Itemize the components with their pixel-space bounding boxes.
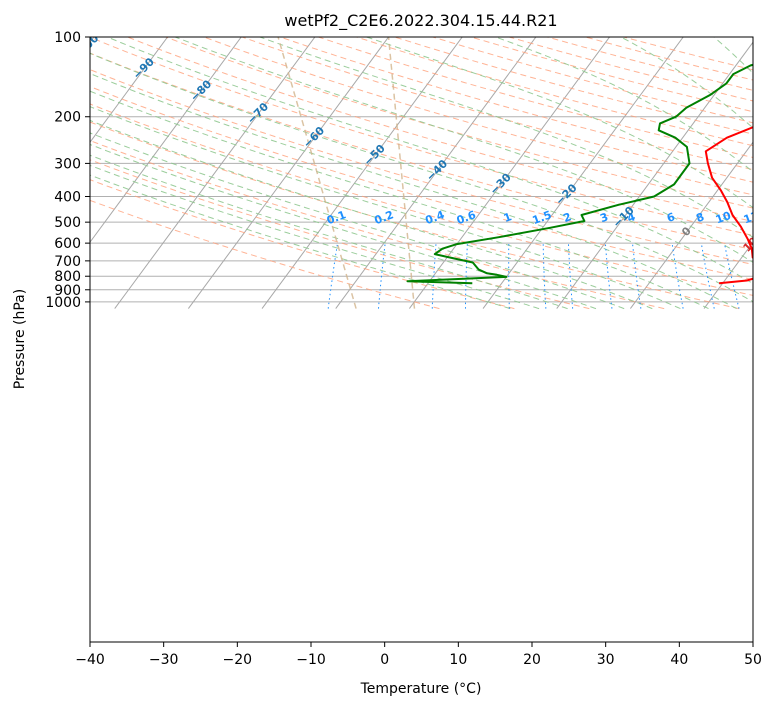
- mixing-ratio-line: [568, 243, 574, 309]
- y-tick-label: 600: [54, 236, 81, 252]
- isohume-curve: [387, 37, 416, 309]
- mixing-ratio-label: 13: [742, 209, 761, 226]
- dry-adiabat: [90, 140, 665, 310]
- dry-adiabat: [202, 37, 753, 196]
- dry-adiabat: [90, 85, 753, 281]
- y-tick-label: 700: [54, 254, 81, 270]
- mixing-ratio-labels: 0.10.20.40.611.52346810131620253036: [325, 208, 761, 227]
- mixing-ratio-line: [465, 243, 468, 309]
- x-tick-label: 50: [744, 652, 762, 668]
- mixing-ratio-label: 1.5: [531, 208, 554, 227]
- chart-title: wetPf2_C2E6.2022.304.15.44.R21: [284, 11, 557, 31]
- y-tick-label: 100: [54, 30, 81, 46]
- x-tick-label: 10: [449, 652, 467, 668]
- isotherm--40: [335, 37, 537, 309]
- isotherm-grid: [90, 37, 753, 309]
- mixing-ratio-label: 10: [714, 209, 733, 227]
- x-axis-ticks: −40 −30 −20 −10 0 10 20 30 40 50: [75, 642, 762, 668]
- y-tick-label: 500: [54, 215, 81, 231]
- moist-adiabat: [90, 143, 597, 310]
- y-tick-label: 800: [54, 269, 81, 285]
- x-tick-label: −30: [149, 652, 179, 668]
- x-axis-label: Temperature (°C): [360, 681, 482, 697]
- moist-adiabat: [175, 37, 753, 263]
- x-tick-label: 40: [670, 652, 688, 668]
- mixing-ratio-label: 2: [561, 210, 573, 225]
- isotherm-10: [703, 241, 753, 309]
- mixing-ratio-label: 4: [625, 210, 637, 225]
- mixing-ratio-line: [632, 243, 642, 309]
- dry-adiabat: [583, 37, 753, 81]
- isotherm--80: [90, 37, 242, 244]
- dry-adiabat: [431, 37, 753, 124]
- x-tick-label: −20: [223, 652, 253, 668]
- moist-adiabat: [90, 52, 753, 303]
- dry-adiabat: [164, 37, 753, 209]
- isohume-curve: [277, 37, 357, 309]
- isotherm--50: [261, 37, 463, 309]
- mixing-ratio-label: 8: [694, 210, 706, 225]
- mixing-ratio-label: 6: [665, 210, 677, 225]
- x-tick-label: 0: [380, 652, 389, 668]
- isotherm--30: [408, 37, 611, 309]
- mixing-ratio-line: [542, 243, 547, 309]
- mixing-ratio-label: 0.4: [424, 208, 447, 227]
- moist-adiabat: [90, 119, 653, 310]
- y-tick-label: 1000: [45, 295, 81, 311]
- plot-frame: [89, 36, 754, 643]
- isotherm--60: [187, 37, 390, 309]
- mixing-ratio-line: [378, 243, 386, 309]
- isotherm--90: [90, 37, 169, 144]
- x-tick-label: 20: [523, 652, 541, 668]
- mixing-ratio-line: [508, 243, 510, 309]
- mixing-ratio-line: [327, 243, 338, 309]
- isotherm--20: [482, 37, 684, 309]
- dry-adiabat: [469, 37, 753, 113]
- moist-adiabat: [90, 174, 511, 310]
- y-tick-label: 200: [54, 110, 81, 126]
- y-tick-label: 300: [54, 156, 81, 172]
- dry-adiabat: [393, 37, 753, 135]
- mixing-ratio-line: [604, 243, 613, 309]
- mixing-ratio-label: 0.1: [325, 208, 348, 227]
- sounding-series: [406, 63, 753, 285]
- dry-adiabat: [240, 37, 753, 183]
- temperature-profile: [704, 126, 753, 285]
- dry-adiabat: [90, 103, 753, 296]
- mixing-ratio-label: 0.6: [455, 208, 478, 227]
- mixing-ratio-label: 0.2: [373, 208, 396, 227]
- dewpoint-profile: [406, 63, 753, 285]
- x-tick-label: −40: [75, 652, 105, 668]
- moist-adiabat: [90, 164, 540, 310]
- y-tick-label: 900: [54, 283, 81, 299]
- moist-adiabat: [90, 132, 625, 310]
- x-tick-label: −10: [296, 652, 326, 668]
- isohume-curves: [277, 37, 416, 309]
- y-tick-label: 400: [54, 189, 81, 205]
- x-tick-label: 30: [597, 652, 615, 668]
- dry-adiabats: [90, 37, 753, 310]
- dry-adiabat: [278, 37, 753, 171]
- moist-adiabat: [107, 37, 753, 285]
- isotherm--10: [556, 41, 753, 309]
- dry-adiabat: [90, 159, 590, 310]
- moist-adiabat: [90, 90, 709, 310]
- isotherm-0: [629, 141, 753, 309]
- moist-adiabat: [90, 72, 737, 310]
- y-axis-label: Pressure (hPa): [12, 289, 28, 389]
- dry-adiabat: [90, 52, 753, 251]
- mixing-ratio-label: 3: [598, 210, 610, 225]
- mixing-ratio-label: 1: [502, 210, 514, 225]
- dry-adiabat: [90, 69, 753, 266]
- isotherm--70: [114, 37, 316, 309]
